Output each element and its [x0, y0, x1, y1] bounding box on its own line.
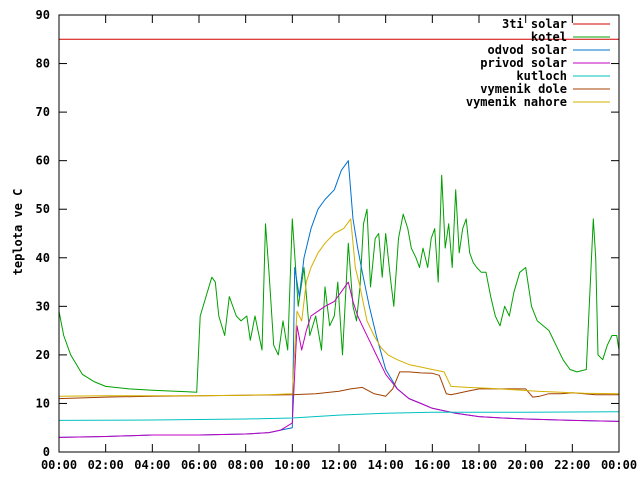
legend-label-kutloch: kutloch: [516, 69, 567, 83]
series-group: [58, 38, 620, 438]
y-tick-label: 30: [36, 299, 50, 313]
x-tick-label: 12:00: [321, 458, 357, 472]
plot-frame: [58, 14, 620, 453]
x-tick-label: 10:00: [274, 458, 310, 472]
x-tick-label: 16:00: [414, 458, 450, 472]
series-line-kotel: [58, 174, 620, 393]
x-tick-label: 00:00: [601, 458, 637, 472]
y-tick-label: 10: [36, 396, 50, 410]
x-tick-label: 20:00: [508, 458, 544, 472]
x-tick-label: 22:00: [554, 458, 590, 472]
legend-label-vymenik-nahore: vymenik nahore: [466, 95, 567, 109]
y-tick-label: 50: [36, 202, 50, 216]
x-tick-label: 04:00: [134, 458, 170, 472]
x-tick-label: 14:00: [368, 458, 404, 472]
y-tick-label: 80: [36, 57, 50, 71]
legend-label-odvod-solar: odvod solar: [488, 43, 567, 57]
x-tick-label: 08:00: [228, 458, 264, 472]
legend-label-privod-solar: privod solar: [480, 56, 567, 70]
x-tick-label: 18:00: [461, 458, 497, 472]
y-tick-label: 60: [36, 154, 50, 168]
y-tick-label: 40: [36, 251, 50, 265]
legend-label-3ti-solar: 3ti solar: [502, 17, 567, 31]
series-line-privod-solar: [58, 281, 620, 438]
y-tick-label: 20: [36, 348, 50, 362]
y-axis-label: teplota ve C: [11, 189, 25, 276]
axis-ticks: 0 10 20 30 40 50 60 70 80 90 00:00 02:00 04:00 06:00 0…: [36, 8, 638, 472]
legend-label-vymenik-dole: vymenik dole: [480, 82, 567, 96]
series-line-vymenik-nahore: [58, 218, 620, 397]
series-line-kutloch: [58, 411, 620, 421]
x-tick-label: 06:00: [181, 458, 217, 472]
x-tick-label: 02:00: [88, 458, 124, 472]
y-tick-label: 90: [36, 8, 50, 22]
x-tick-label: 00:00: [41, 458, 77, 472]
series-line-vymenik-dole: [58, 371, 619, 400]
y-tick-label: 70: [36, 105, 50, 119]
legend-label-kotel: kotel: [531, 30, 567, 44]
y-tick-label: 0: [43, 445, 50, 459]
